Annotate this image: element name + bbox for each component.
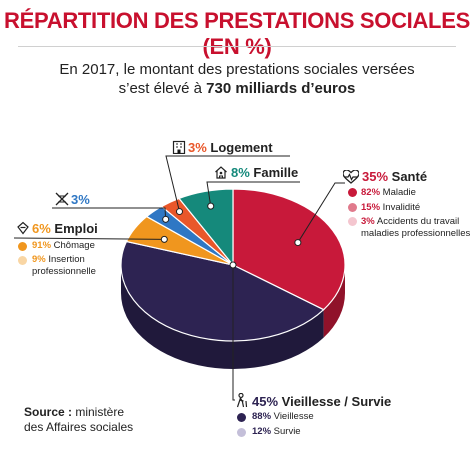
pie-depth (121, 265, 345, 370)
pie-slice-sante (232, 188, 346, 311)
sante-bullet-2 (348, 203, 357, 212)
emploi-bullet-1 (18, 242, 27, 251)
chart-subtitle: En 2017, le montant des prestations soci… (0, 60, 474, 98)
emploi-sub-2: 9% Insertion (32, 254, 85, 265)
label-emploi-pct: 6% (32, 221, 51, 236)
leader-line-logement (165, 155, 290, 212)
pie-slice-famille (178, 188, 234, 266)
label-unnamed-pct: 3% (71, 192, 90, 207)
leader-dot-emploi (160, 235, 168, 243)
sante-sub-3-line2: maladies professionnelles (361, 228, 471, 239)
label-logement-pct: 3% (188, 140, 207, 155)
leader-lines (13, 155, 345, 401)
vieillesse-bullet-1 (237, 413, 246, 422)
label-vieillesse: 45% Vieillesse / Survie (252, 394, 391, 409)
label-sante: 35% Santé (362, 169, 427, 184)
briefcase-icon (17, 221, 29, 235)
subtitle-line-2: s’est élevé à 730 milliards d’euros (118, 80, 356, 97)
label-sante-name: Santé (391, 169, 428, 184)
vieillesse-sub-2: 12% Survie (252, 426, 301, 437)
pie-slice-vieillesse (120, 240, 325, 342)
label-vieillesse-pct: 45% (252, 394, 279, 409)
label-famille-pct: 8% (231, 165, 250, 180)
vieillesse-sub-1: 88% Vieillesse (252, 411, 314, 422)
emploi-bullet-2 (18, 256, 27, 265)
leader-line-vieillesse (232, 265, 235, 401)
label-logement-name: Logement (210, 140, 273, 155)
sante-sub-1: 82% Maladie (361, 187, 416, 198)
elderly-person-icon (236, 393, 248, 408)
pie-side-vieillesse (121, 265, 324, 370)
label-famille-name: Famille (253, 165, 299, 180)
house-family-icon (215, 166, 227, 179)
leader-line-unnamed (52, 207, 167, 220)
sante-sub-3: 3% Accidents du travail (361, 216, 460, 227)
leader-line-emploi (13, 237, 165, 240)
label-logement: 3% Logement (188, 140, 273, 155)
building-icon (172, 140, 186, 154)
leader-dot-famille (207, 202, 215, 210)
label-unnamed: 3% (71, 192, 90, 207)
source-line-2: des Affaires sociales (24, 420, 134, 434)
heart-pulse-icon (343, 170, 359, 184)
label-vieillesse-name: Vieillesse / Survie (281, 394, 392, 409)
label-famille: 8% Famille (231, 165, 298, 180)
leader-dot-logement (175, 208, 183, 216)
sante-sub-2: 15% Invalidité (361, 202, 421, 213)
leader-dot-vieillesse (229, 261, 237, 269)
emploi-sub-2-line2: professionnelle (32, 266, 96, 277)
leader-line-famille (206, 181, 300, 207)
subtitle-line-1: En 2017, le montant des prestations soci… (59, 61, 415, 78)
source-line-1: Source : ministère (24, 405, 125, 419)
leader-line-sante (297, 182, 345, 243)
total-amount: 730 milliards d’euros (206, 80, 356, 97)
vieillesse-bullet-2 (237, 428, 246, 437)
leader-dot-unnamed (162, 215, 170, 223)
label-emploi: 6% Emploi (32, 221, 98, 236)
title-divider (18, 46, 456, 47)
leader-dot-sante (294, 239, 302, 247)
label-sante-pct: 35% (362, 169, 389, 184)
source-note: Source : ministère des Affaires sociales (24, 405, 133, 435)
emploi-sub-1: 91% Chômage (32, 240, 95, 251)
pie-side-sante (323, 265, 345, 338)
sante-bullet-1 (348, 188, 357, 197)
crossed-out-icon (55, 192, 69, 206)
label-emploi-name: Emploi (54, 221, 98, 236)
sante-bullet-3 (348, 217, 357, 226)
